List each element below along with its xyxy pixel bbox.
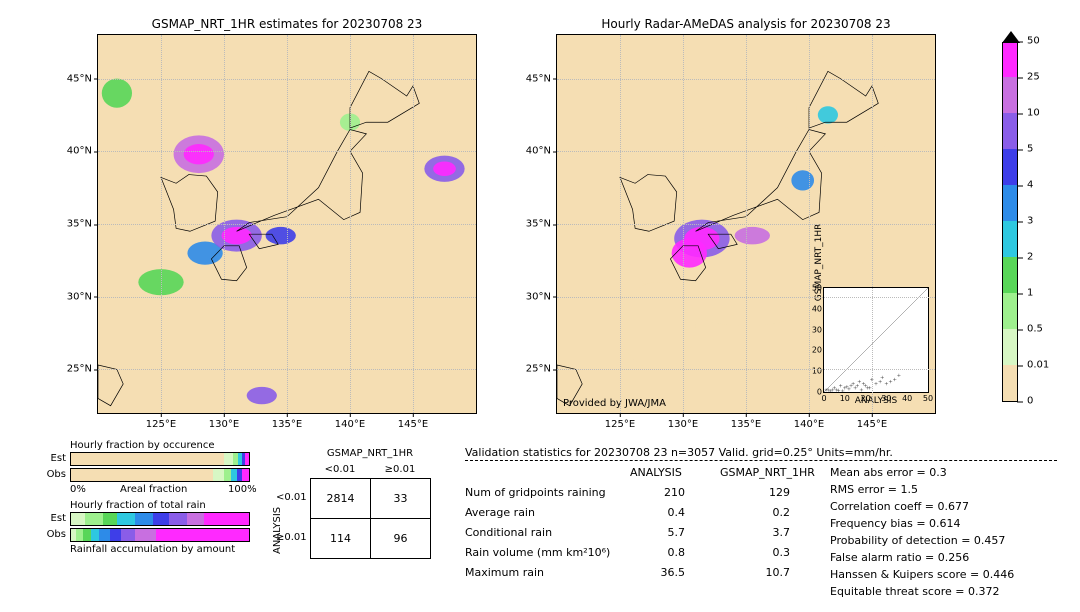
scatter-ytick: 30 (812, 325, 824, 334)
lon-tick: 130°E (209, 413, 239, 430)
scatter-xtick: 30 (881, 392, 891, 403)
occ-row-0 (70, 452, 250, 466)
scatter-xtick: 10 (840, 392, 850, 403)
mean-val-b: 3.7 (730, 526, 790, 539)
colorbar-tick: 4 (1017, 180, 1033, 191)
colorbar-tick: 50 (1017, 36, 1040, 47)
ct-cell: 96 (371, 519, 431, 559)
rain-row-0 (70, 512, 250, 526)
colorbar-tick: 10 (1017, 108, 1040, 119)
rain-row-0-label: Est (40, 513, 66, 524)
colorbar-tick: 0.01 (1017, 360, 1049, 371)
colorbar-tick: 3 (1017, 216, 1033, 227)
colorbar: 00.010.512345102550 (1002, 42, 1018, 402)
ct-row-title: ANALYSIS (272, 507, 283, 554)
scatter-ytick: 10 (812, 367, 824, 376)
attribution-text: Provided by JWA/JMA (563, 398, 666, 409)
lat-tick: 35°N (526, 219, 557, 230)
scatter-svg (824, 288, 928, 392)
lon-tick: 125°E (605, 413, 635, 430)
lat-tick: 40°N (526, 146, 557, 157)
radar-map-panel: Hourly Radar-AMeDAS analysis for 2023070… (556, 34, 936, 414)
mean-row-label: Num of gridpoints raining (465, 486, 606, 499)
lon-tick: 125°E (146, 413, 176, 430)
score-row: Frequency bias = 0.614 (830, 517, 961, 530)
mean-val-a: 0.4 (625, 506, 685, 519)
mean-val-a: 36.5 (625, 566, 685, 579)
scatter-ytick: 40 (812, 304, 824, 313)
scatter-ytick: 0 (817, 388, 824, 397)
colorbar-tick: 25 (1017, 72, 1040, 83)
mean-col-head: ANALYSIS (630, 466, 682, 479)
ct-cell: 114 (311, 519, 371, 559)
ct-cell: 2814 (311, 479, 371, 519)
ct-col-head: <0.01 (310, 464, 370, 475)
scatter-ytick: 50 (812, 284, 824, 293)
mean-val-b: 0.3 (730, 546, 790, 559)
mean-row-label: Average rain (465, 506, 535, 519)
score-row: RMS error = 1.5 (830, 483, 918, 496)
lat-tick: 40°N (67, 146, 98, 157)
mean-val-a: 5.7 (625, 526, 685, 539)
colorbar-tick: 0 (1017, 396, 1033, 407)
score-row: Mean abs error = 0.3 (830, 466, 947, 479)
scatter-xtick: 40 (902, 392, 912, 403)
rain-row-1-label: Obs (40, 529, 66, 540)
score-row: False alarm ratio = 0.256 (830, 551, 969, 564)
lon-tick: 135°E (731, 413, 761, 430)
contingency-table: 28143311496 (310, 478, 431, 559)
lon-tick: 135°E (272, 413, 302, 430)
gsmap-map-title: GSMAP_NRT_1HR estimates for 20230708 23 (98, 17, 476, 31)
colorbar-tick: 2 (1017, 252, 1033, 263)
stats-title: Validation statistics for 20230708 23 n=… (465, 446, 893, 459)
mean-row-label: Rain volume (mm km²10⁶) (465, 546, 610, 559)
colorbar-tick: 0.5 (1017, 324, 1043, 335)
occ-row-1 (70, 468, 250, 482)
mean-val-a: 210 (625, 486, 685, 499)
mean-row-label: Maximum rain (465, 566, 544, 579)
radar-map-title: Hourly Radar-AMeDAS analysis for 2023070… (557, 17, 935, 31)
lat-tick: 30°N (67, 291, 98, 302)
lat-tick: 25°N (67, 364, 98, 375)
lat-tick: 45°N (67, 73, 98, 84)
mean-val-a: 0.8 (625, 546, 685, 559)
mean-val-b: 129 (730, 486, 790, 499)
colorbar-tick: 5 (1017, 144, 1033, 155)
lon-tick: 145°E (398, 413, 428, 430)
ct-cell: 33 (371, 479, 431, 519)
lat-tick: 45°N (526, 73, 557, 84)
scatter-xtick: 50 (923, 392, 933, 403)
score-row: Probability of detection = 0.457 (830, 534, 1005, 547)
rain-title: Hourly fraction of total rain (70, 500, 206, 511)
colorbar-tick: 1 (1017, 288, 1033, 299)
lat-tick: 25°N (526, 364, 557, 375)
mean-val-b: 0.2 (730, 506, 790, 519)
lon-tick: 140°E (794, 413, 824, 430)
mean-val-b: 10.7 (730, 566, 790, 579)
occ-row-0-label: Est (40, 453, 66, 464)
score-row: Correlation coeff = 0.677 (830, 500, 969, 513)
mean-col-head: GSMAP_NRT_1HR (720, 466, 815, 479)
occ-row-1-label: Obs (40, 469, 66, 480)
score-row: Equitable threat score = 0.372 (830, 585, 999, 598)
scatter-ytick: 20 (812, 346, 824, 355)
lon-tick: 130°E (668, 413, 698, 430)
lat-tick: 35°N (67, 219, 98, 230)
lat-tick: 30°N (526, 291, 557, 302)
rain-caption: Rainfall accumulation by amount (70, 544, 235, 555)
rain-row-1 (70, 528, 250, 542)
ct-col-title: GSMAP_NRT_1HR (310, 448, 430, 459)
scatter-inset: ANALYSIS GSMAP_NRT_1HR 00101020203030404… (823, 287, 929, 393)
ct-row-head: <0.01 (276, 492, 306, 503)
lon-tick: 145°E (857, 413, 887, 430)
lon-tick: 140°E (335, 413, 365, 430)
scatter-xtick: 20 (861, 392, 871, 403)
gsmap-map-panel: GSMAP_NRT_1HR estimates for 20230708 23 … (97, 34, 477, 414)
mean-row-label: Conditional rain (465, 526, 552, 539)
occ-title: Hourly fraction by occurence (70, 440, 214, 451)
score-row: Hanssen & Kuipers score = 0.446 (830, 568, 1014, 581)
ct-col-head: ≥0.01 (370, 464, 430, 475)
